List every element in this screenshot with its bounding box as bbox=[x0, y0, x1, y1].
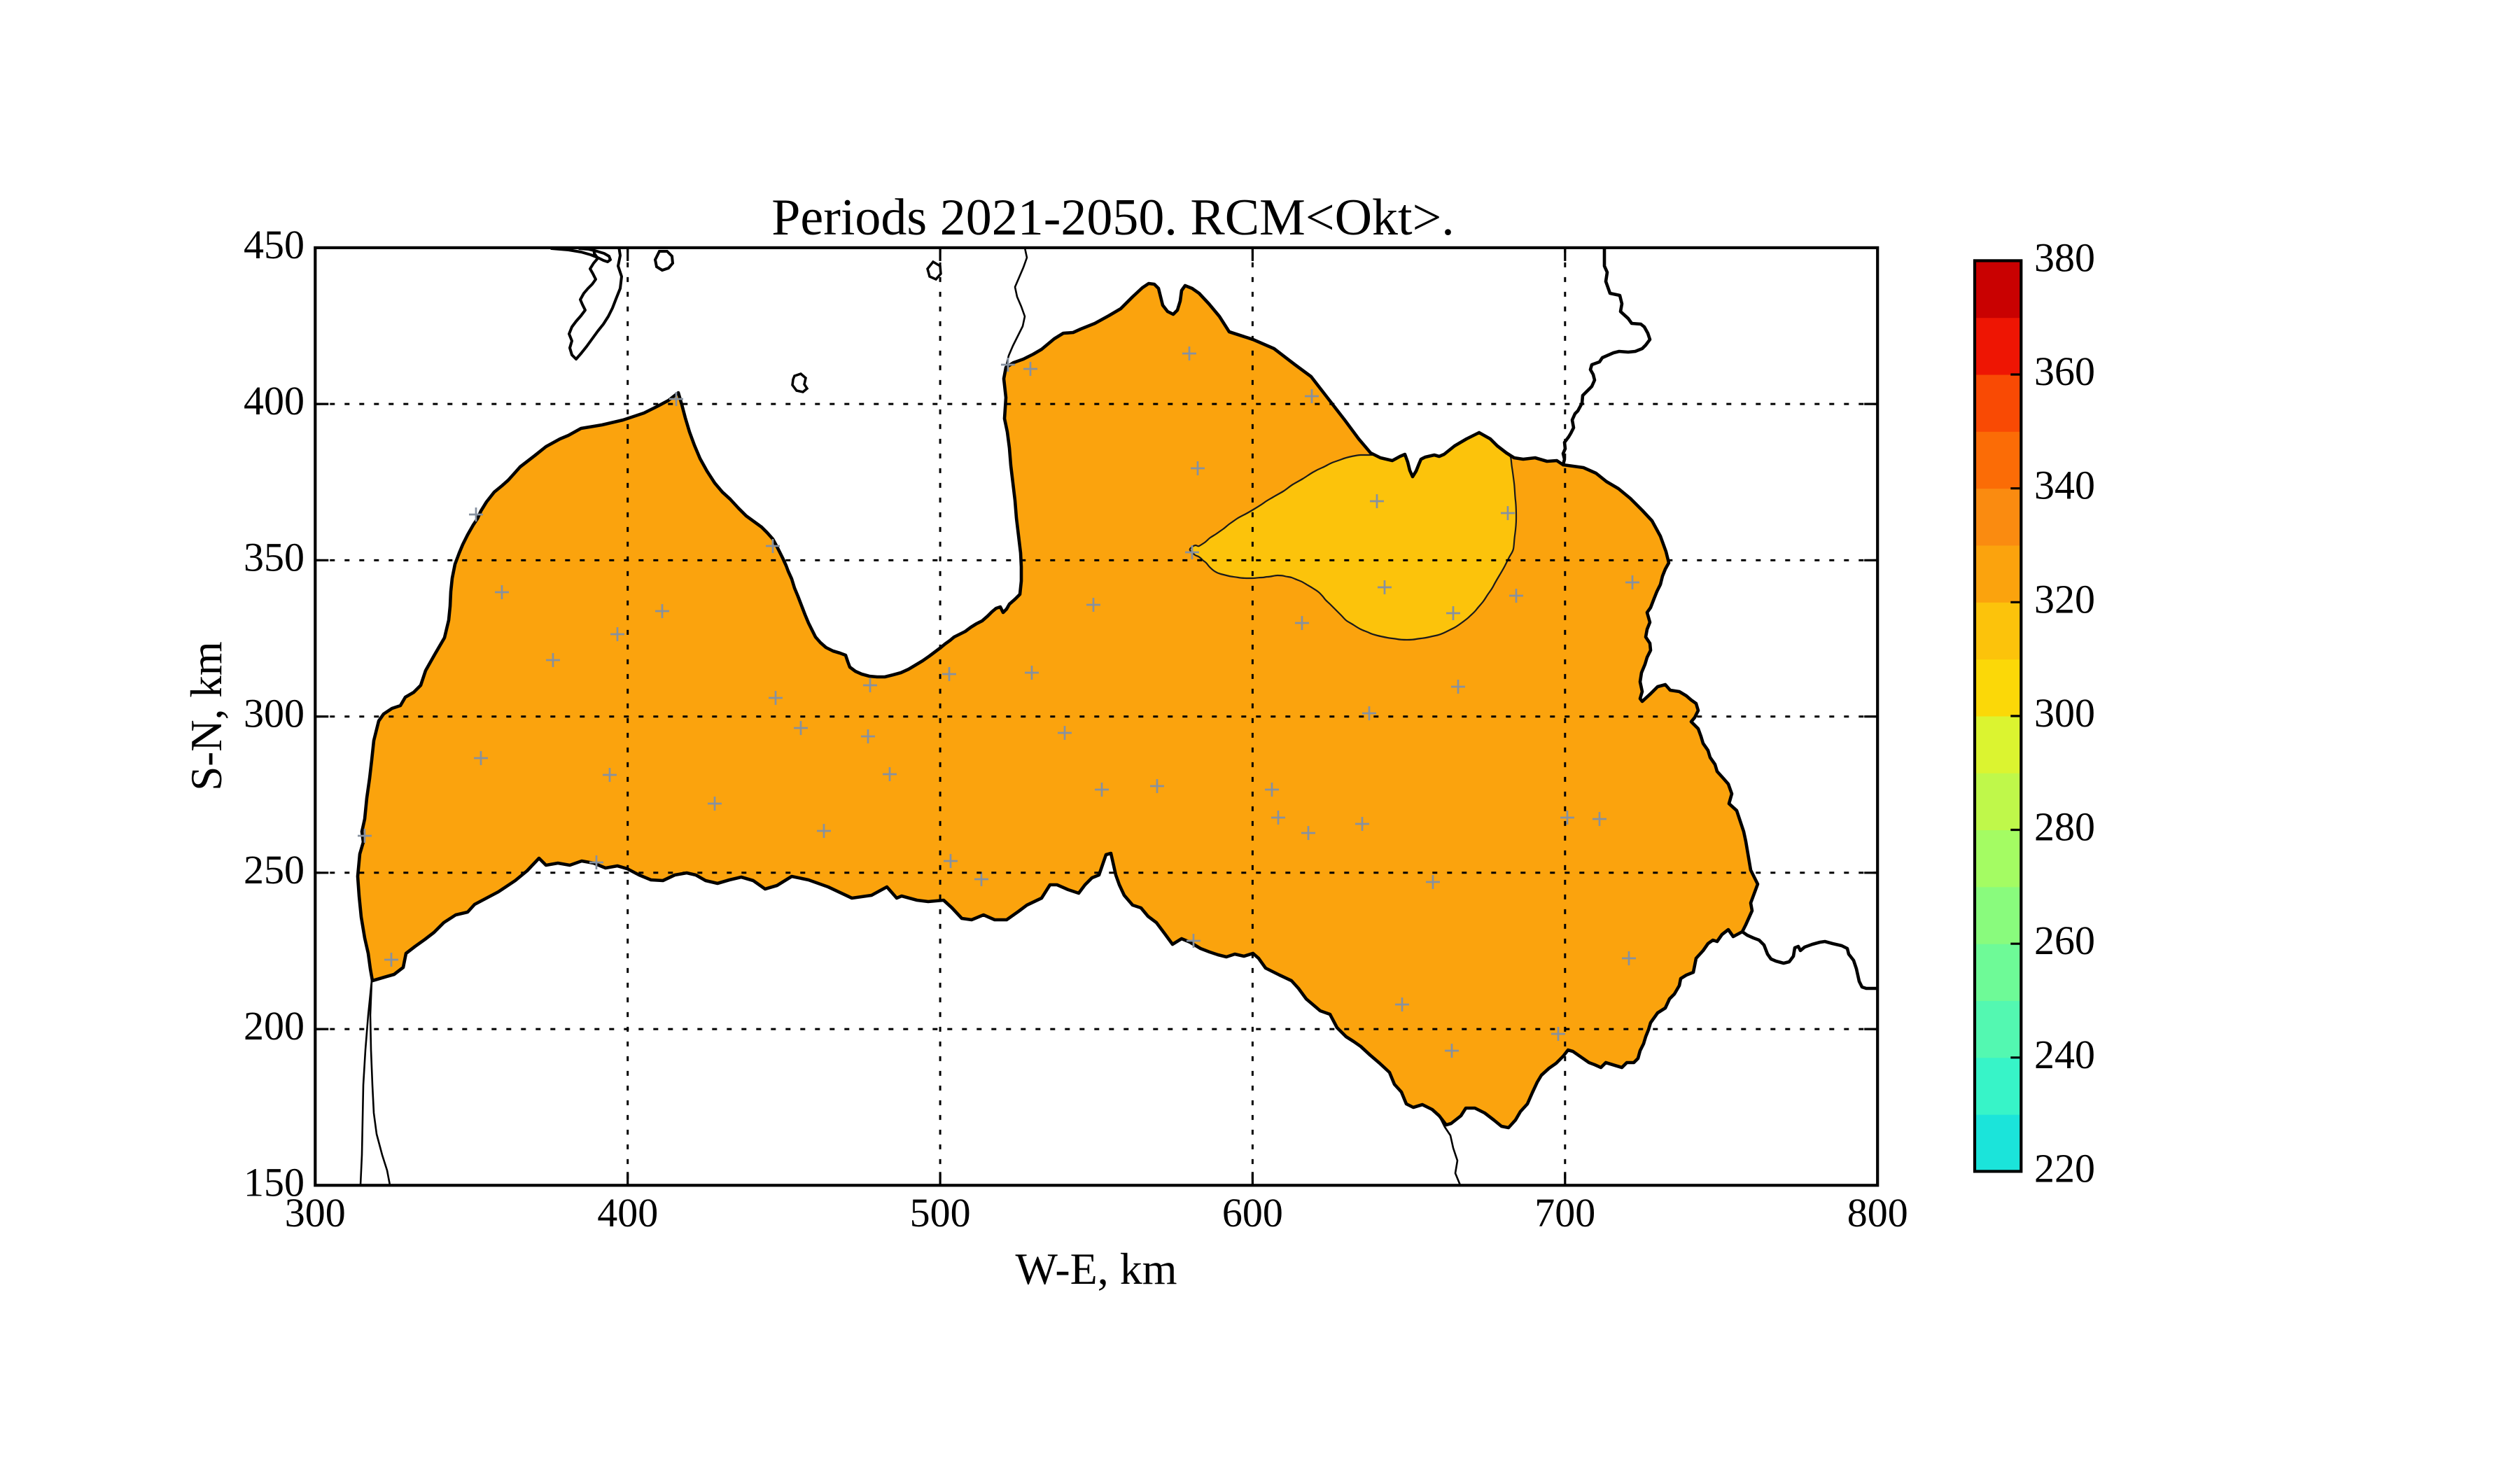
svg-text:600: 600 bbox=[1222, 1190, 1283, 1236]
svg-text:450: 450 bbox=[244, 222, 304, 267]
svg-text:250: 250 bbox=[244, 847, 304, 892]
svg-text:220: 220 bbox=[2034, 1145, 2095, 1191]
svg-text:260: 260 bbox=[2034, 918, 2095, 963]
svg-text:500: 500 bbox=[910, 1190, 971, 1236]
svg-text:400: 400 bbox=[244, 378, 304, 424]
svg-text:Periods 2021-2050. RCM<Okt>.: Periods 2021-2050. RCM<Okt>. bbox=[771, 189, 1455, 246]
svg-text:150: 150 bbox=[244, 1159, 304, 1205]
svg-text:360: 360 bbox=[2034, 349, 2095, 394]
svg-text:200: 200 bbox=[244, 1003, 304, 1049]
svg-text:240: 240 bbox=[2034, 1032, 2095, 1077]
svg-text:800: 800 bbox=[1847, 1190, 1908, 1236]
svg-text:W-E, km: W-E, km bbox=[1015, 1244, 1177, 1294]
svg-text:340: 340 bbox=[2034, 463, 2095, 508]
svg-text:280: 280 bbox=[2034, 804, 2095, 850]
svg-text:300: 300 bbox=[285, 1190, 346, 1236]
svg-text:S-N, km: S-N, km bbox=[182, 641, 231, 791]
svg-text:700: 700 bbox=[1534, 1190, 1595, 1236]
svg-text:320: 320 bbox=[2034, 576, 2095, 622]
svg-text:380: 380 bbox=[2034, 234, 2095, 280]
svg-text:400: 400 bbox=[597, 1190, 658, 1236]
svg-text:300: 300 bbox=[244, 691, 304, 736]
svg-text:350: 350 bbox=[244, 534, 304, 580]
svg-text:300: 300 bbox=[2034, 690, 2095, 736]
